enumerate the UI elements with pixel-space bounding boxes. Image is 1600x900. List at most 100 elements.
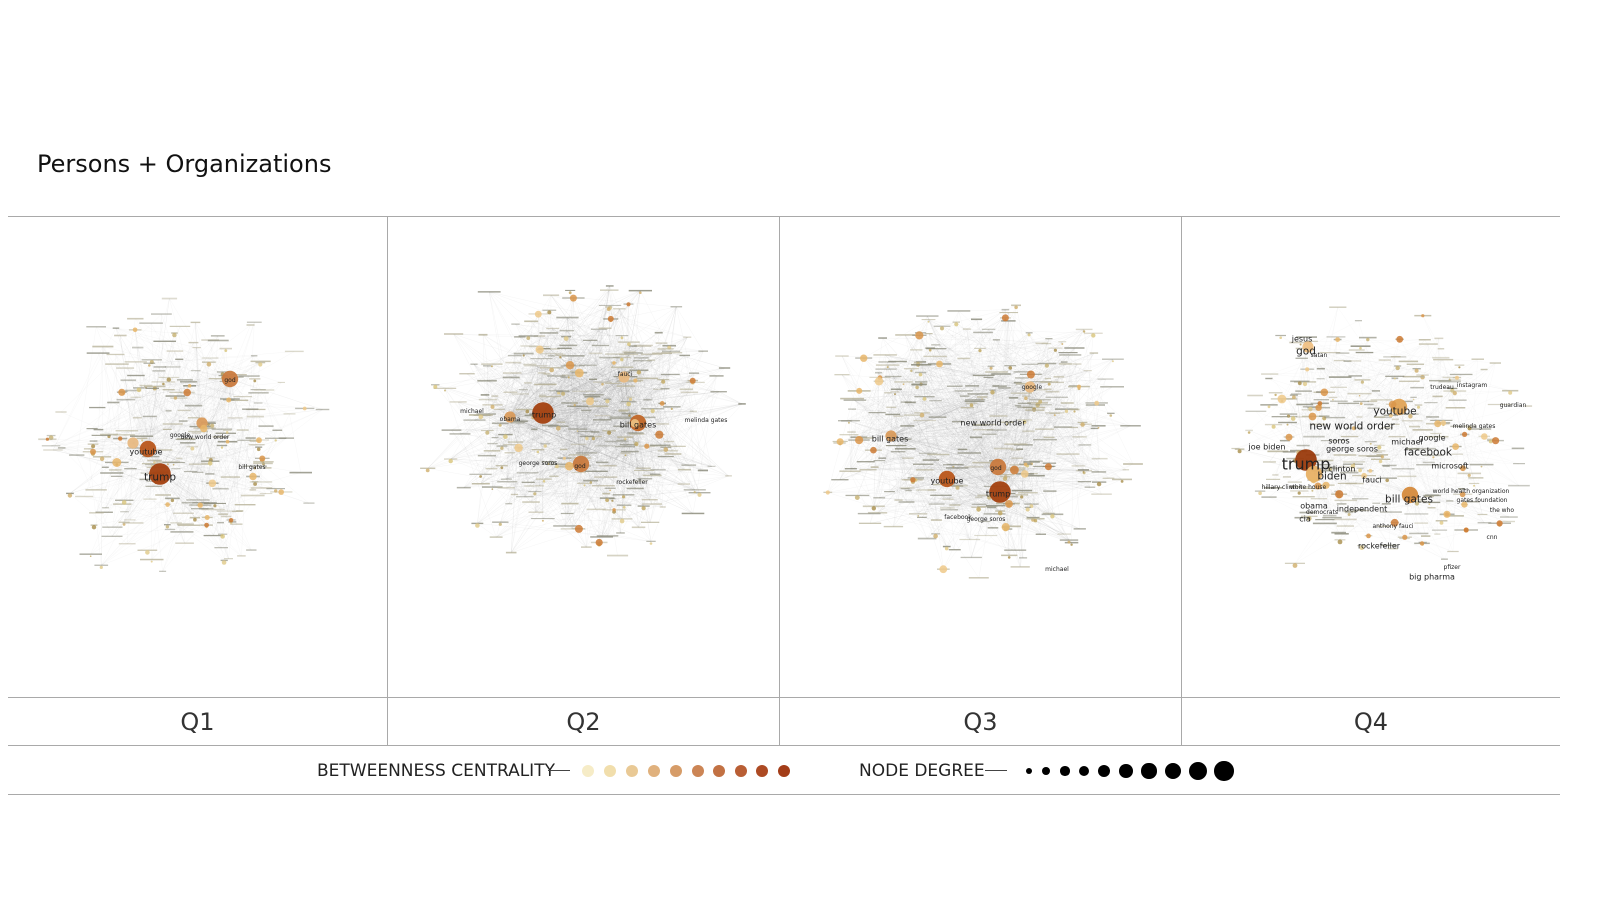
hub-node bbox=[885, 430, 897, 442]
page-title: Persons + Organizations bbox=[37, 150, 332, 178]
node-label-bill-gates: bill gates bbox=[238, 464, 265, 471]
hub-node bbox=[938, 470, 956, 488]
degree-swatch-6 bbox=[1119, 764, 1133, 778]
hub-node bbox=[1302, 341, 1314, 353]
divider-q3-q4 bbox=[1181, 216, 1182, 746]
node-label-michael: michael bbox=[460, 408, 484, 415]
node-label-soros: soros bbox=[1328, 437, 1349, 446]
network-hub-nodes bbox=[1277, 314, 1503, 546]
betweenness-swatch-6 bbox=[692, 765, 704, 777]
node-label-anthony-fauci: anthony fauci bbox=[1372, 523, 1413, 530]
betweenness-legend-dash bbox=[548, 770, 570, 771]
degree-swatch-4 bbox=[1078, 765, 1090, 777]
betweenness-swatch-5 bbox=[670, 765, 682, 777]
network-graph-q4: trump youtube new world order bill gates fac… bbox=[1231, 306, 1533, 582]
node-label-youtube: youtube bbox=[931, 477, 964, 486]
network-labels: trump youtube new world order bill gates god… bbox=[872, 384, 1069, 573]
betweenness-swatch-4 bbox=[648, 765, 660, 777]
top-divider bbox=[8, 216, 1560, 217]
degree-legend-dash bbox=[985, 770, 1007, 771]
node-label-trump: trump bbox=[986, 490, 1010, 499]
node-label-satan: satan bbox=[1311, 352, 1328, 359]
degree-swatch-9 bbox=[1188, 761, 1208, 781]
betweenness-swatch-10 bbox=[778, 765, 790, 777]
node-label-obama: obama bbox=[1300, 502, 1328, 511]
betweenness-swatch-9 bbox=[756, 765, 768, 777]
node-label-fauci: fauci bbox=[618, 371, 633, 378]
degree-swatch-1 bbox=[1025, 767, 1033, 775]
node-label-george-soros: george soros bbox=[967, 516, 1006, 523]
node-label-white-house: white house bbox=[1290, 484, 1327, 491]
panel-bottom-divider bbox=[8, 697, 1560, 698]
network-panel-q4: trump youtube new world order bill gates fac… bbox=[1182, 217, 1582, 697]
hub-node bbox=[149, 463, 171, 485]
hub-node bbox=[572, 455, 590, 473]
node-label-facebook: facebook bbox=[944, 514, 972, 521]
betweenness-swatch-3 bbox=[626, 765, 638, 777]
node-label-biden: biden bbox=[1317, 471, 1346, 483]
node-label-god: god bbox=[224, 377, 235, 384]
node-label-youtube: youtube bbox=[130, 448, 163, 457]
divider-q2-q3 bbox=[779, 216, 780, 746]
node-label-melinda-gates: melinda gates bbox=[1453, 423, 1496, 430]
network-panel-q2: trump bill gates god obama michael fauci georg… bbox=[388, 217, 779, 697]
node-label-democrats: democrats bbox=[1306, 509, 1338, 516]
node-label-new-world-order: new world order bbox=[961, 419, 1027, 428]
hub-node bbox=[139, 440, 157, 458]
network-node-labels bbox=[1231, 306, 1533, 568]
degree-legend-label: NODE DEGREE bbox=[859, 761, 985, 781]
node-label-big-pharma: big pharma bbox=[1409, 573, 1455, 582]
node-label-cia: cia bbox=[1299, 515, 1311, 524]
network-hub-nodes bbox=[45, 327, 307, 528]
node-label-george-soros: george soros bbox=[1326, 445, 1378, 454]
degree-swatch-3 bbox=[1060, 766, 1070, 776]
node-label-clinton: clinton bbox=[1328, 465, 1355, 474]
network-node-labels bbox=[823, 304, 1143, 579]
network-labels: trump youtube bill gates god new world order… bbox=[130, 377, 266, 484]
quarter-label-q4: Q4 bbox=[1353, 708, 1389, 736]
quarter-label-q1: Q1 bbox=[180, 708, 215, 736]
node-label-google: google bbox=[170, 432, 191, 439]
degree-swatch-5 bbox=[1097, 764, 1111, 778]
network-graph-q3: trump youtube new world order bill gates god… bbox=[823, 304, 1143, 579]
hub-node bbox=[127, 437, 139, 449]
hub-node bbox=[618, 371, 630, 383]
node-label-instagram: instagram bbox=[1457, 382, 1488, 389]
node-label-joe-biden: joe biden bbox=[1248, 443, 1286, 452]
hub-node bbox=[989, 481, 1011, 503]
node-label-world-health-organization: world health organization bbox=[1433, 488, 1510, 495]
node-label-melinda-gates: melinda gates bbox=[685, 417, 728, 424]
node-label-pfizer: pfizer bbox=[1444, 564, 1461, 571]
node-label-google: google bbox=[1022, 384, 1043, 391]
node-label-god: god bbox=[574, 463, 585, 470]
betweenness-swatch-8 bbox=[735, 765, 747, 777]
node-label-bill-gates: bill gates bbox=[1385, 494, 1433, 506]
node-label-google: google bbox=[1418, 434, 1445, 443]
node-label-microsoft: microsoft bbox=[1431, 462, 1468, 471]
node-label-new-world-order: new world order bbox=[181, 434, 230, 441]
node-label-trump: trump bbox=[144, 472, 176, 484]
node-label-rockefeller: rockefeller bbox=[1358, 542, 1401, 551]
network-labels: trump youtube new world order bill gates fac… bbox=[1248, 335, 1527, 582]
hub-node bbox=[1401, 486, 1419, 504]
divider-q1-q2 bbox=[387, 216, 388, 746]
network-panel-q3: trump youtube new world order bill gates god… bbox=[780, 217, 1181, 697]
network-node-labels bbox=[420, 285, 746, 557]
network-hub-nodes bbox=[825, 314, 1100, 574]
hub-node bbox=[1305, 465, 1323, 483]
hub-node bbox=[1024, 381, 1036, 393]
node-label-gates-foundation: gates foundation bbox=[1457, 497, 1508, 504]
degree-swatch-8 bbox=[1164, 762, 1182, 780]
betweenness-legend-label: BETWEENNESS CENTRALITY bbox=[317, 761, 555, 781]
hub-node bbox=[504, 411, 516, 423]
quarter-label-q2: Q2 bbox=[566, 708, 601, 736]
degree-swatch-7 bbox=[1141, 763, 1157, 779]
betweenness-swatch-7 bbox=[713, 765, 725, 777]
legend-bottom-divider bbox=[8, 794, 1560, 795]
degree-swatch-10 bbox=[1214, 761, 1234, 781]
node-label-trump: trump bbox=[1282, 454, 1331, 473]
hub-node bbox=[989, 458, 1007, 476]
node-label-jesus: jesus bbox=[1291, 335, 1313, 344]
node-label-cnn: cnn bbox=[1487, 534, 1498, 541]
node-label-trump: trump bbox=[532, 411, 556, 420]
